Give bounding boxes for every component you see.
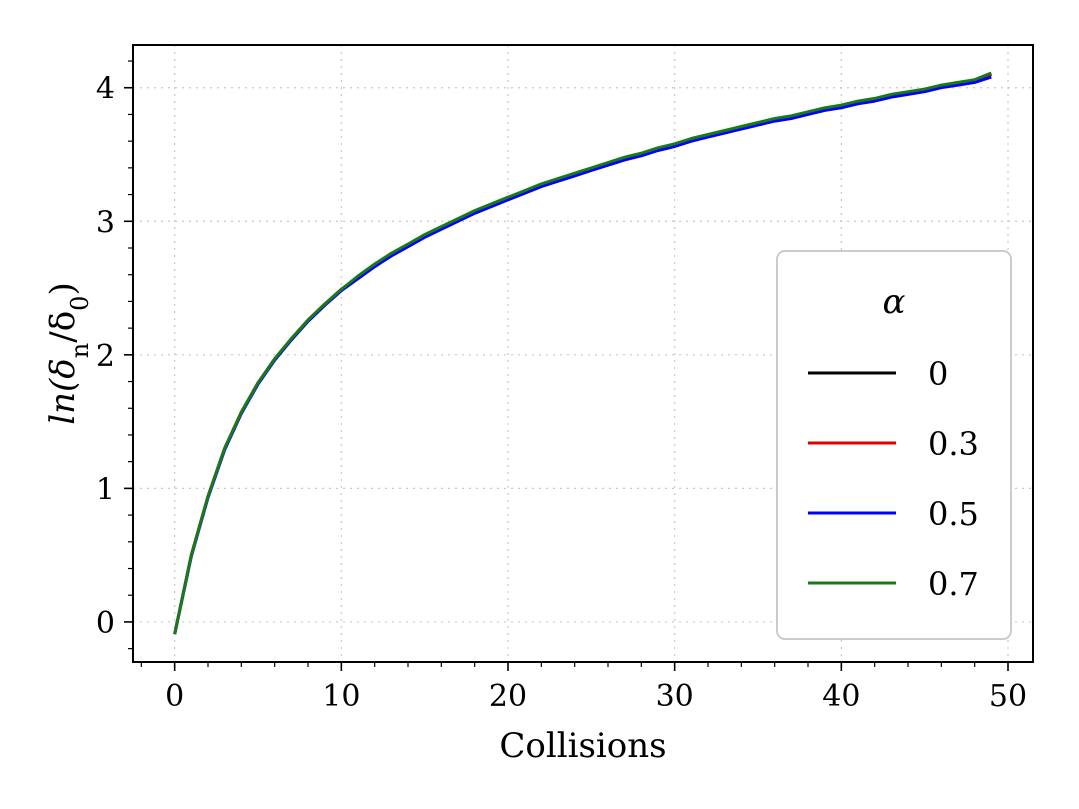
legend-box xyxy=(776,250,1012,640)
series-lines xyxy=(173,71,992,635)
legend-label: 0.7 xyxy=(928,565,979,603)
x-tick-label: 50 xyxy=(989,679,1027,714)
x-tick-label: 30 xyxy=(656,679,694,714)
y-tick-label: 0 xyxy=(96,606,115,641)
x-tick-label: 40 xyxy=(822,679,860,714)
legend-item: 0.5 xyxy=(808,495,979,533)
x-tick-label: 10 xyxy=(322,679,360,714)
y-tick-label: 2 xyxy=(96,339,115,374)
y-tick-label: 4 xyxy=(96,72,115,107)
legend-item: 0.3 xyxy=(808,425,979,463)
legend-item: 0 xyxy=(808,355,948,393)
legend-label: 0.5 xyxy=(928,495,979,533)
y-tick-label: 1 xyxy=(96,472,115,507)
plot-frame xyxy=(132,44,1034,663)
x-axis-label: Collisions xyxy=(499,726,666,766)
y-axis-label: ln(δn/δ0) xyxy=(43,282,94,424)
legend-item: 0.7 xyxy=(808,565,979,603)
y-tick-label: 3 xyxy=(96,205,115,240)
legend-label: 0 xyxy=(928,355,948,393)
x-tick-label: 20 xyxy=(489,679,527,714)
legend-label: 0.3 xyxy=(928,425,979,463)
ticks: 0 10 20 30 40 50 0 1 2 3 4 xyxy=(96,60,1027,714)
legend-items: 0 0.3 0.5 0.7 xyxy=(808,355,979,603)
series-line-0-7 xyxy=(173,71,992,635)
x-tick-label: 0 xyxy=(165,679,184,714)
legend-title: α xyxy=(883,282,906,322)
legend: α 0 0.3 0.5 0.7 xyxy=(776,250,1012,640)
